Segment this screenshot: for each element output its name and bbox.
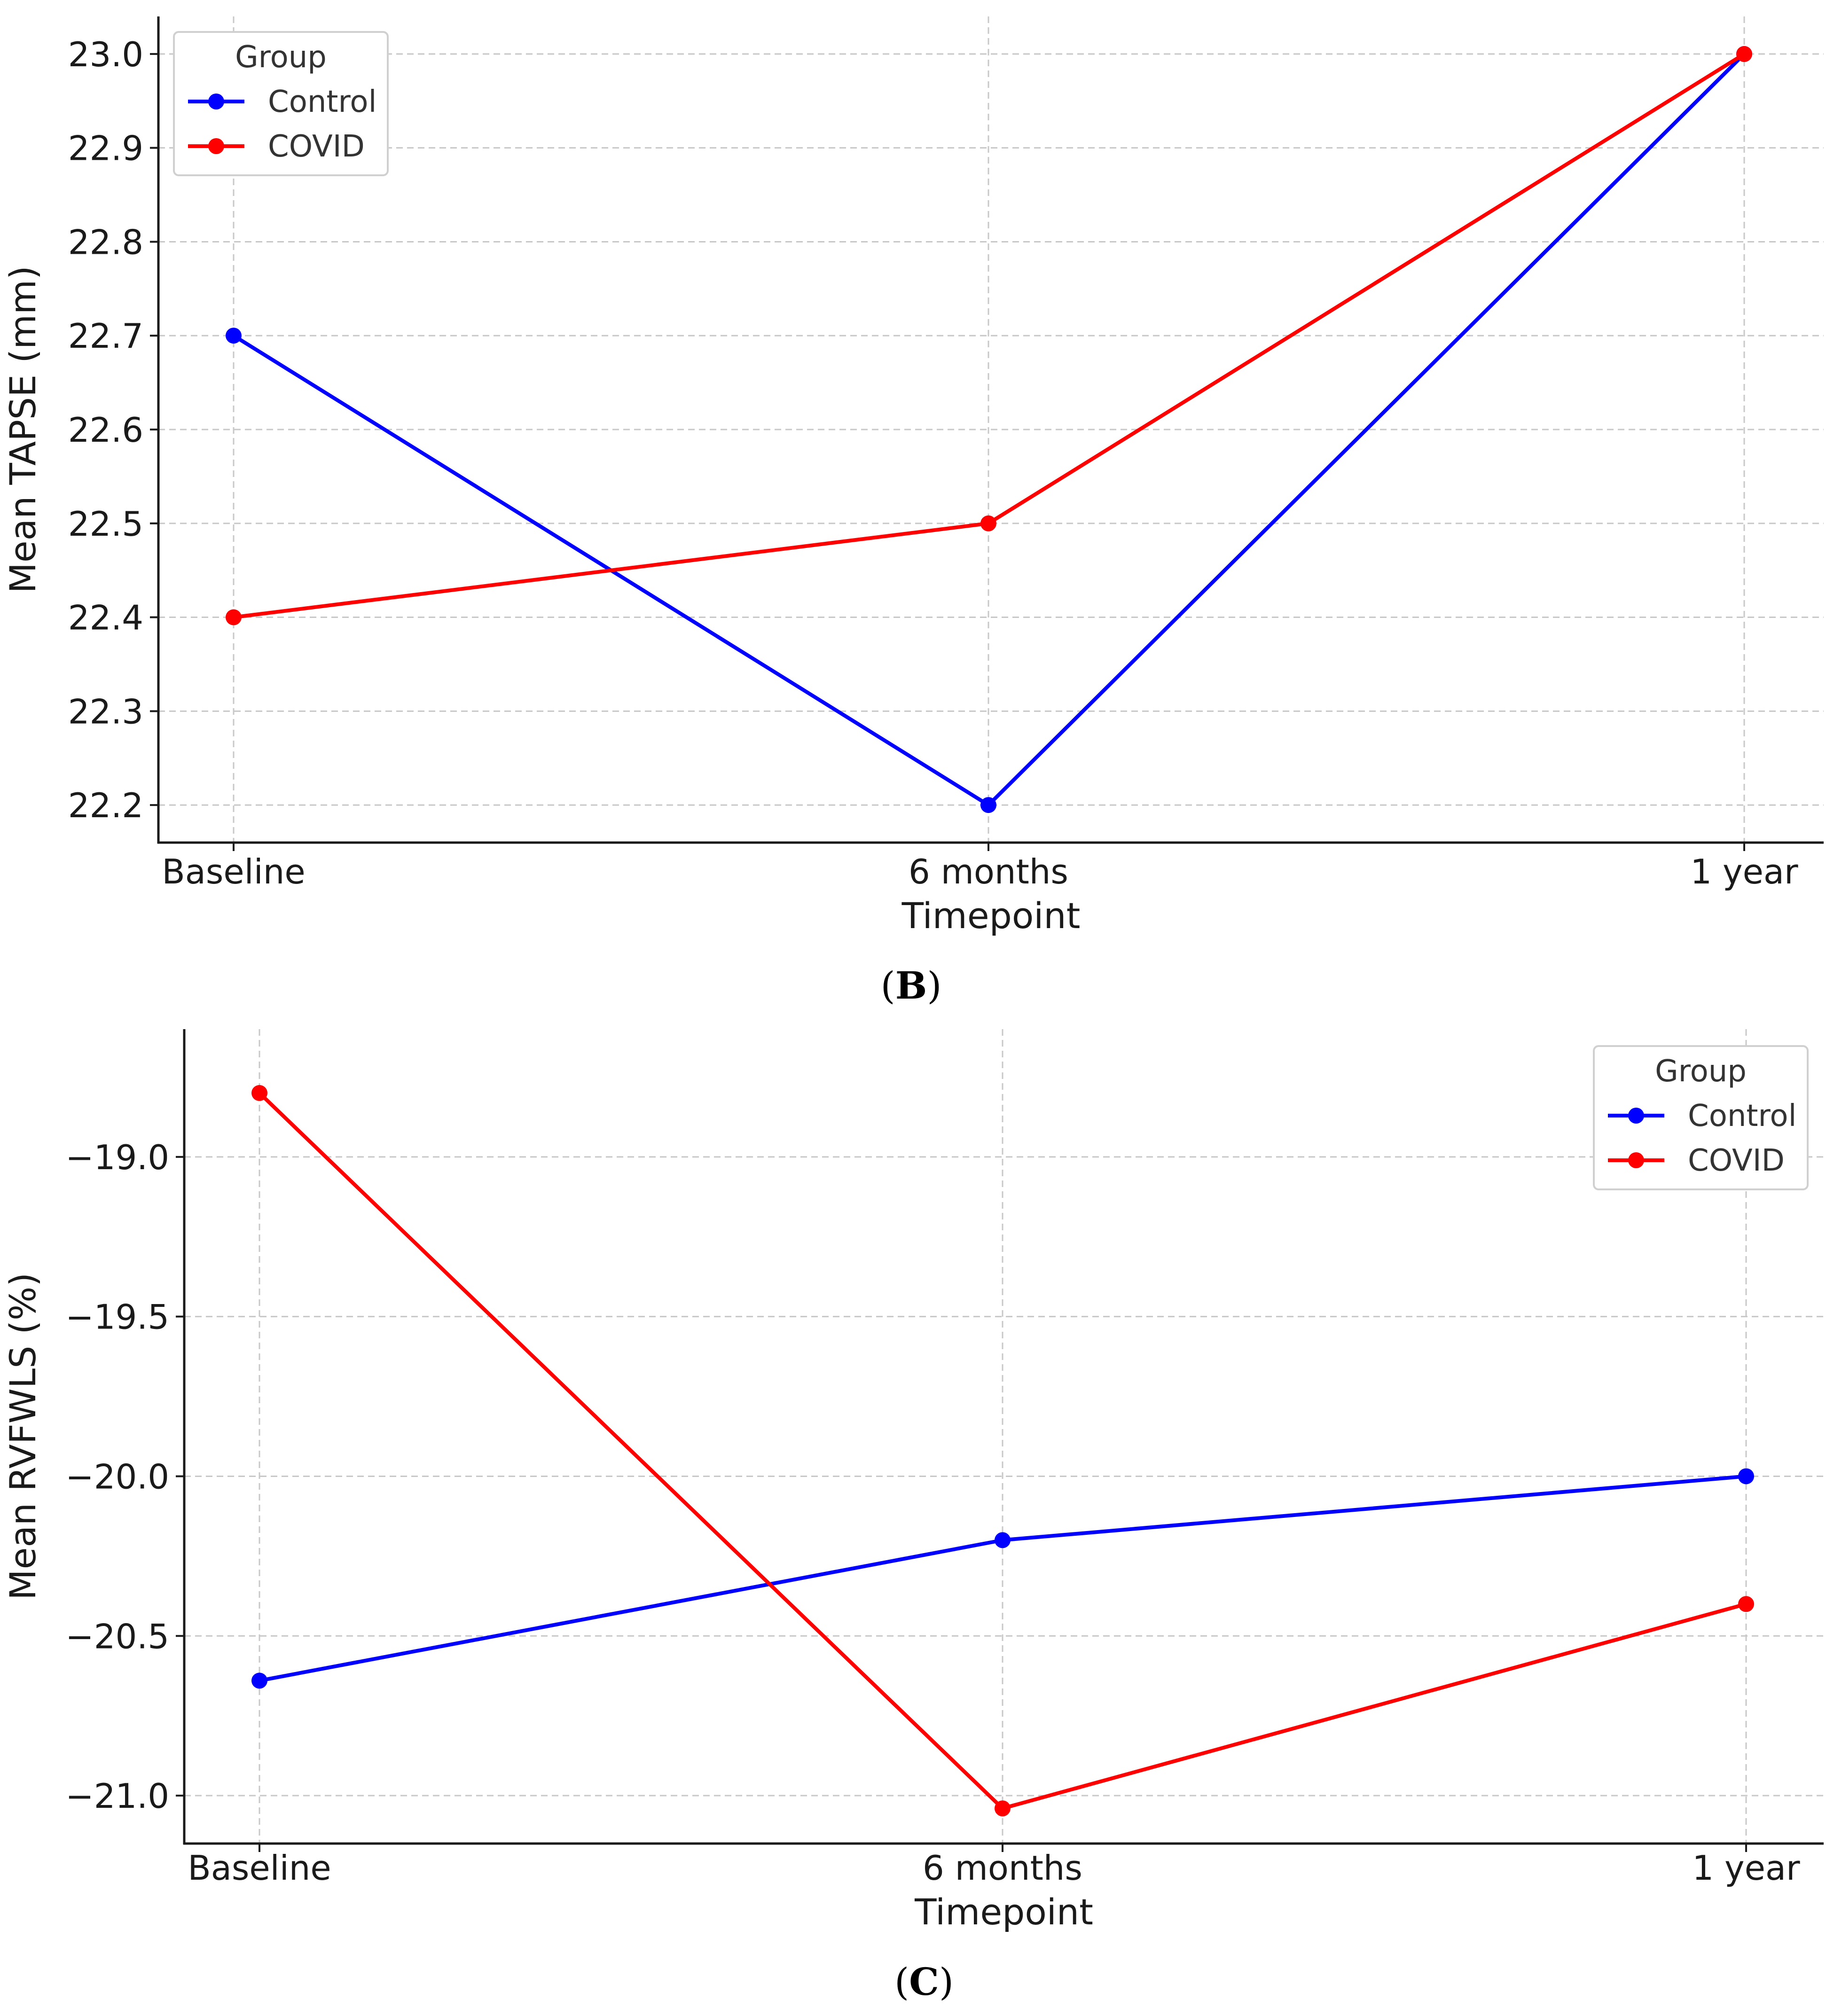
x-tick-label: 6 months (909, 852, 1068, 891)
data-point (980, 797, 996, 813)
chart-panel-c: −19.0 −19.5 −20.0 −20.5 −21.0 Baseline 6 month… (2, 1029, 1824, 2004)
data-point (226, 328, 242, 344)
caption-letter: B (895, 963, 927, 1008)
legend-entry-covid: COVID (1608, 1143, 1785, 1178)
y-tick-label: 22.6 (68, 410, 143, 450)
data-point (995, 1800, 1011, 1817)
y-tick-label: 23.0 (68, 35, 143, 74)
data-point (980, 515, 996, 531)
legend-label: Control (1688, 1099, 1796, 1133)
series-covid (226, 46, 1752, 625)
y-tick-label: −19.5 (65, 1297, 169, 1337)
y-tick-label: −20.0 (65, 1457, 169, 1496)
legend: Group Control COVID (173, 31, 389, 176)
y-tick-label: 22.5 (68, 504, 143, 544)
caption-close-paren: ) (927, 964, 941, 1008)
y-axis-label: Mean TAPSE (mm) (2, 266, 44, 593)
x-tick-label: 1 year (1692, 1848, 1800, 1888)
panel-caption: (B) (880, 963, 941, 1008)
x-axis-label: Timepoint (914, 1891, 1093, 1933)
series-control (251, 1468, 1754, 1689)
data-point (251, 1672, 267, 1689)
legend-label: Control (268, 85, 376, 119)
y-tick-label: −21.0 (65, 1776, 169, 1816)
y-tick-label: 22.4 (68, 598, 143, 638)
data-point (226, 609, 242, 625)
x-tick-label: Baseline (188, 1848, 331, 1888)
legend-marker (208, 94, 224, 109)
x-tick-label: 6 months (923, 1848, 1082, 1888)
legend-title: Group (235, 40, 327, 75)
grid-lines (184, 1029, 1824, 1844)
y-tick-label: −20.5 (65, 1617, 169, 1656)
x-axis-label: Timepoint (901, 895, 1081, 937)
caption-close-paren: ) (939, 1960, 954, 2004)
series-covid (251, 1085, 1754, 1817)
legend: Group Control COVID (1593, 1045, 1809, 1190)
y-tick-label: 22.9 (68, 129, 143, 168)
legend-frame (1593, 1045, 1809, 1190)
y-tick-label: 22.2 (68, 786, 143, 825)
legend-label: COVID (268, 129, 365, 164)
legend-entry-control: Control (188, 85, 376, 119)
legend-frame (173, 31, 389, 176)
data-point (1738, 1468, 1754, 1485)
legend-label: COVID (1688, 1143, 1785, 1178)
caption-open-paren: ( (880, 964, 895, 1008)
legend-marker (208, 138, 224, 154)
legend-entry-control: Control (1608, 1099, 1796, 1133)
legend-entry-covid: COVID (188, 129, 365, 164)
chart-panel-b: 22.2 22.3 22.4 22.5 22.6 22.7 22.8 22.9 23.0 Base… (2, 16, 1824, 1008)
caption-letter: C (909, 1960, 939, 2004)
data-point (1738, 1596, 1754, 1612)
data-point (995, 1532, 1011, 1548)
legend-title: Group (1655, 1054, 1747, 1089)
panel-caption: (C) (894, 1960, 954, 2004)
caption-open-paren: ( (894, 1960, 909, 2004)
legend-marker (1628, 1152, 1644, 1168)
data-point (1736, 46, 1752, 62)
y-tick-label: −19.0 (65, 1138, 169, 1177)
x-tick-label: Baseline (162, 852, 305, 891)
y-tick-label: 22.7 (68, 316, 143, 356)
y-axis-label: Mean RVFWLS (%) (2, 1273, 44, 1600)
grid-lines (158, 16, 1824, 843)
y-tick-label: 22.8 (68, 222, 143, 262)
data-point (251, 1085, 267, 1101)
legend-marker (1628, 1108, 1644, 1124)
y-tick-label: 22.3 (68, 692, 143, 731)
x-tick-label: 1 year (1690, 852, 1798, 891)
